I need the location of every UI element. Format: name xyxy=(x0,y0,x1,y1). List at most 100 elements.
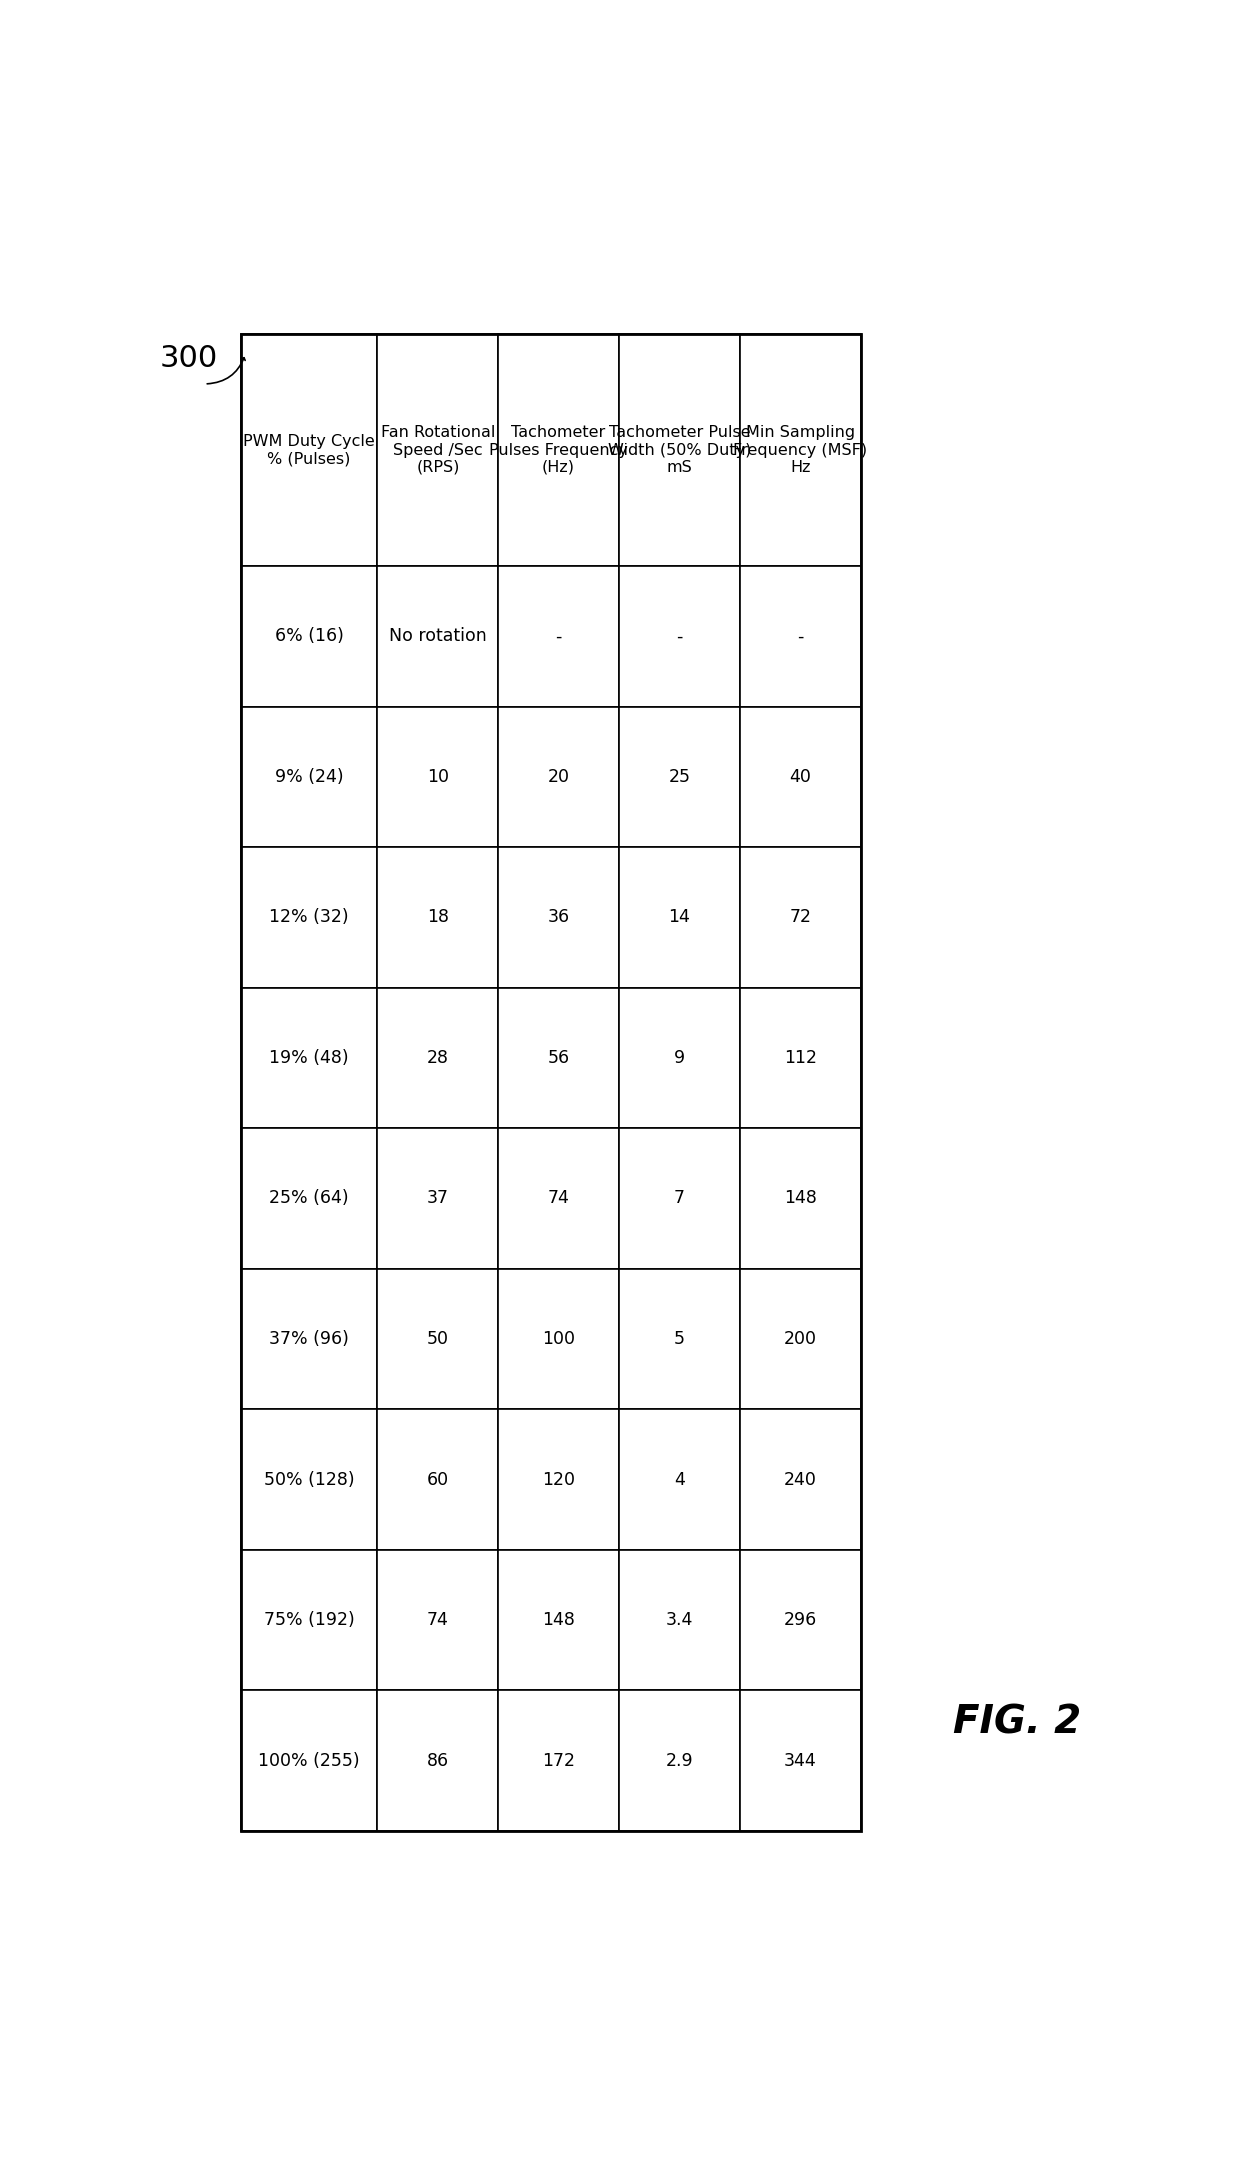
Bar xyxy=(498,847,619,987)
Text: 37: 37 xyxy=(427,1190,449,1207)
Bar xyxy=(378,1128,498,1268)
Bar xyxy=(740,335,861,566)
Bar xyxy=(619,566,740,706)
Bar xyxy=(740,1551,861,1691)
Text: 28: 28 xyxy=(427,1050,449,1067)
Bar xyxy=(498,1691,619,1832)
Text: 148: 148 xyxy=(784,1190,816,1207)
Bar xyxy=(241,1268,378,1408)
Text: Min Sampling
Frequency (MSF)
Hz: Min Sampling Frequency (MSF) Hz xyxy=(733,426,867,475)
Bar xyxy=(740,566,861,706)
Text: 100: 100 xyxy=(542,1331,575,1348)
Bar xyxy=(498,1128,619,1268)
Bar xyxy=(378,1408,498,1551)
Bar xyxy=(619,847,740,987)
Text: 4: 4 xyxy=(674,1471,685,1488)
Bar xyxy=(241,566,378,706)
Text: 120: 120 xyxy=(542,1471,575,1488)
Bar xyxy=(498,706,619,847)
Bar xyxy=(241,847,378,987)
Text: 9% (24): 9% (24) xyxy=(275,767,343,786)
Bar xyxy=(619,1551,740,1691)
Bar xyxy=(378,335,498,566)
Text: 240: 240 xyxy=(784,1471,816,1488)
Bar xyxy=(740,1268,861,1408)
Text: 200: 200 xyxy=(784,1331,816,1348)
Bar xyxy=(619,335,740,566)
Text: 37% (96): 37% (96) xyxy=(270,1331,349,1348)
Text: 72: 72 xyxy=(789,909,811,927)
Text: 74: 74 xyxy=(427,1611,449,1629)
Bar xyxy=(498,987,619,1128)
Text: 36: 36 xyxy=(548,909,570,927)
Text: 50% (128): 50% (128) xyxy=(263,1471,354,1488)
Bar xyxy=(619,1408,740,1551)
Text: 25: 25 xyxy=(668,767,690,786)
Bar xyxy=(241,987,378,1128)
Text: 75% (192): 75% (192) xyxy=(263,1611,354,1629)
Text: -: - xyxy=(556,626,562,646)
Bar xyxy=(241,706,378,847)
Bar xyxy=(241,335,378,566)
Text: 296: 296 xyxy=(784,1611,816,1629)
Text: 12% (32): 12% (32) xyxy=(270,909,349,927)
Text: 300: 300 xyxy=(160,343,218,374)
Bar xyxy=(740,847,861,987)
Text: 7: 7 xyxy=(674,1190,685,1207)
Bar xyxy=(241,1128,378,1268)
Text: 20: 20 xyxy=(548,767,570,786)
Text: 19% (48): 19% (48) xyxy=(270,1050,349,1067)
Bar xyxy=(378,987,498,1128)
Bar xyxy=(378,1691,498,1832)
Text: 25% (64): 25% (64) xyxy=(270,1190,349,1207)
Text: 172: 172 xyxy=(542,1752,575,1769)
Text: 9: 9 xyxy=(674,1050,685,1067)
Text: Tachometer
Pulses Frequency
(Hz): Tachometer Pulses Frequency (Hz) xyxy=(489,426,627,475)
Text: 56: 56 xyxy=(548,1050,570,1067)
Bar xyxy=(498,335,619,566)
Text: 14: 14 xyxy=(669,909,690,927)
Bar xyxy=(378,566,498,706)
Bar xyxy=(498,566,619,706)
Bar xyxy=(740,987,861,1128)
Text: 40: 40 xyxy=(789,767,811,786)
Text: 50: 50 xyxy=(427,1331,449,1348)
Bar xyxy=(241,335,861,1832)
Text: 100% (255): 100% (255) xyxy=(258,1752,360,1769)
Bar xyxy=(740,1128,861,1268)
Bar xyxy=(619,1268,740,1408)
Text: 10: 10 xyxy=(427,767,449,786)
Bar xyxy=(619,1128,740,1268)
Bar xyxy=(241,1691,378,1832)
Bar xyxy=(241,1408,378,1551)
Bar xyxy=(378,1268,498,1408)
Text: No rotation: No rotation xyxy=(389,626,486,646)
Bar xyxy=(498,1268,619,1408)
Text: 60: 60 xyxy=(427,1471,449,1488)
Bar xyxy=(740,1408,861,1551)
Text: -: - xyxy=(677,626,683,646)
Text: Tachometer Pulse
Width (50% Duty)
mS: Tachometer Pulse Width (50% Duty) mS xyxy=(607,426,751,475)
Text: 112: 112 xyxy=(784,1050,816,1067)
Bar xyxy=(619,987,740,1128)
Text: 6% (16): 6% (16) xyxy=(275,626,344,646)
Text: 5: 5 xyxy=(674,1331,685,1348)
Text: 86: 86 xyxy=(427,1752,449,1769)
Bar xyxy=(498,1408,619,1551)
Bar xyxy=(619,1691,740,1832)
Text: 3.4: 3.4 xyxy=(665,1611,693,1629)
Bar xyxy=(619,706,740,847)
Text: 74: 74 xyxy=(548,1190,570,1207)
Text: 18: 18 xyxy=(427,909,449,927)
Text: PWM Duty Cycle
% (Pulses): PWM Duty Cycle % (Pulses) xyxy=(243,434,374,467)
Bar xyxy=(378,1551,498,1691)
Bar xyxy=(378,847,498,987)
Bar xyxy=(740,1691,861,1832)
Bar xyxy=(378,706,498,847)
Bar xyxy=(241,1551,378,1691)
Text: Fan Rotational
Speed /Sec
(RPS): Fan Rotational Speed /Sec (RPS) xyxy=(381,426,495,475)
Text: 344: 344 xyxy=(784,1752,816,1769)
Bar xyxy=(740,706,861,847)
Text: -: - xyxy=(798,626,804,646)
Text: 148: 148 xyxy=(542,1611,575,1629)
